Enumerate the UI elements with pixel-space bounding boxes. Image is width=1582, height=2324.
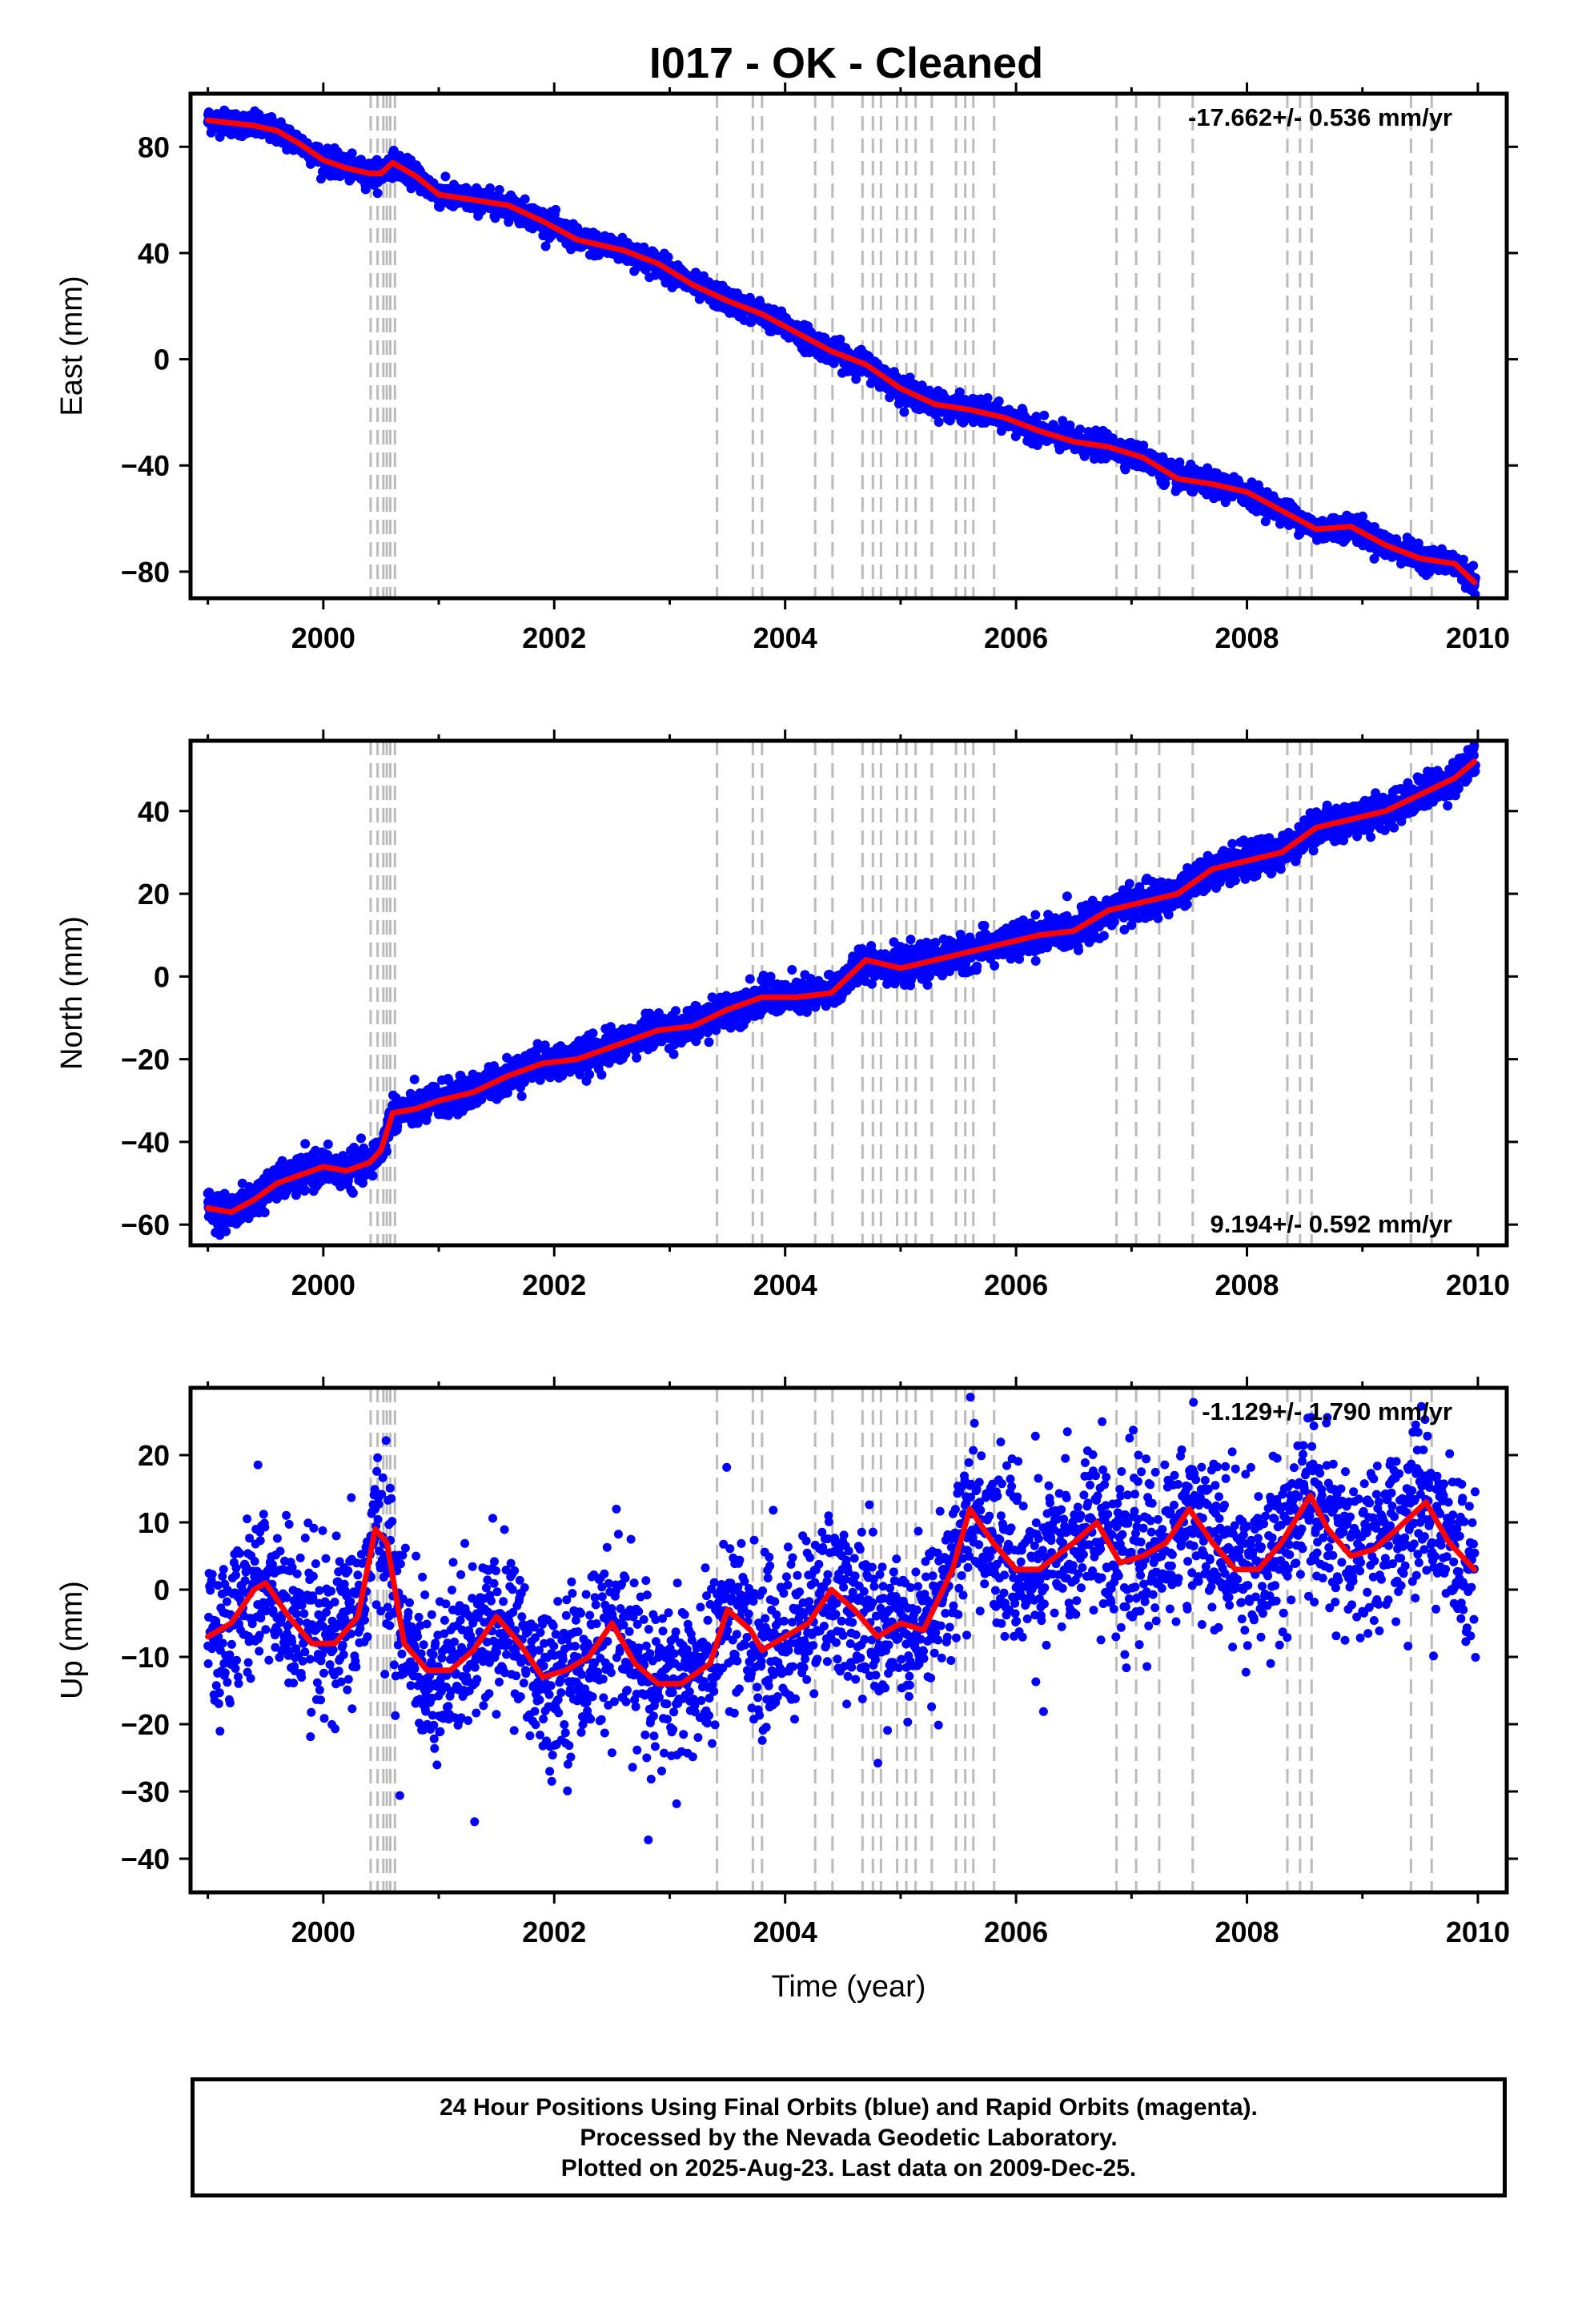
x-tick-label: 2004 — [753, 621, 817, 654]
data-point — [899, 407, 909, 417]
y-tick-label: −80 — [121, 556, 170, 589]
data-point — [259, 1208, 270, 1217]
data-point — [323, 1139, 333, 1149]
data-point — [851, 374, 861, 384]
data-point — [440, 171, 451, 182]
data-point — [367, 1171, 378, 1181]
data-point — [1031, 412, 1042, 422]
data-point — [551, 204, 561, 215]
rate-label-east: -17.662+/- 0.536 mm/yr — [1188, 103, 1452, 131]
data-point — [954, 387, 965, 397]
data-point — [1470, 589, 1480, 598]
data-point — [1468, 561, 1479, 571]
data-point — [1065, 420, 1075, 431]
data-point — [982, 392, 993, 403]
x-tick-label: 2002 — [522, 621, 586, 654]
panel-east: 2000 2002 2004 2006 2008 2010 −80 −40 0 40 80 East … — [55, 82, 1518, 654]
data-point — [409, 1074, 420, 1084]
y-axis-label-east: East (mm) — [55, 275, 89, 416]
data-point — [1369, 553, 1379, 564]
panel-north: 2000 2002 2004 2006 2008 2010−60−40−2002040No… — [55, 730, 1518, 1301]
data-point — [540, 241, 551, 251]
data-point — [663, 252, 673, 263]
data-point — [299, 1184, 310, 1195]
data-point — [490, 213, 500, 223]
data-point — [358, 1178, 367, 1188]
x-tick-label: 2000 — [291, 621, 355, 654]
plot-area-east — [203, 94, 1480, 598]
data-point — [347, 148, 357, 159]
model-line-east — [205, 117, 1478, 585]
data-point — [221, 1226, 231, 1236]
x-tick-label: 2006 — [984, 621, 1048, 654]
data-point — [1160, 478, 1170, 489]
x-tick-label: 2010 — [1446, 621, 1510, 654]
data-point — [1358, 511, 1367, 521]
data-point — [494, 185, 504, 195]
data-point — [1039, 410, 1050, 420]
y-tick-label: −40 — [121, 449, 170, 482]
data-point — [1058, 416, 1068, 426]
panels: 2000 2002 2004 2006 2008 2010 −80 −40 0 40 80 East … — [55, 82, 1518, 2004]
data-point — [835, 334, 845, 344]
data-point — [1369, 522, 1379, 532]
data-point — [372, 188, 383, 199]
x-tick-label: 2008 — [1215, 621, 1279, 654]
data-point — [300, 1139, 311, 1149]
y-tick-label: 40 — [138, 237, 170, 270]
data-point — [1220, 497, 1231, 508]
data-point — [1458, 554, 1468, 565]
data-point — [1120, 464, 1130, 475]
data-point — [347, 1188, 358, 1198]
data-point — [994, 396, 1004, 406]
data-point — [520, 194, 530, 204]
data-point — [360, 184, 371, 195]
chart-title: I017 - OK - Cleaned — [649, 39, 1043, 87]
y-tick-label: 0 — [154, 344, 170, 376]
data-point — [1075, 424, 1086, 435]
frame-east — [188, 91, 1509, 601]
y-tick-label: 80 — [138, 131, 170, 163]
data-point — [934, 417, 944, 427]
data-point — [945, 416, 955, 426]
plot-area-north — [203, 741, 1480, 1245]
data-point — [356, 1133, 366, 1144]
